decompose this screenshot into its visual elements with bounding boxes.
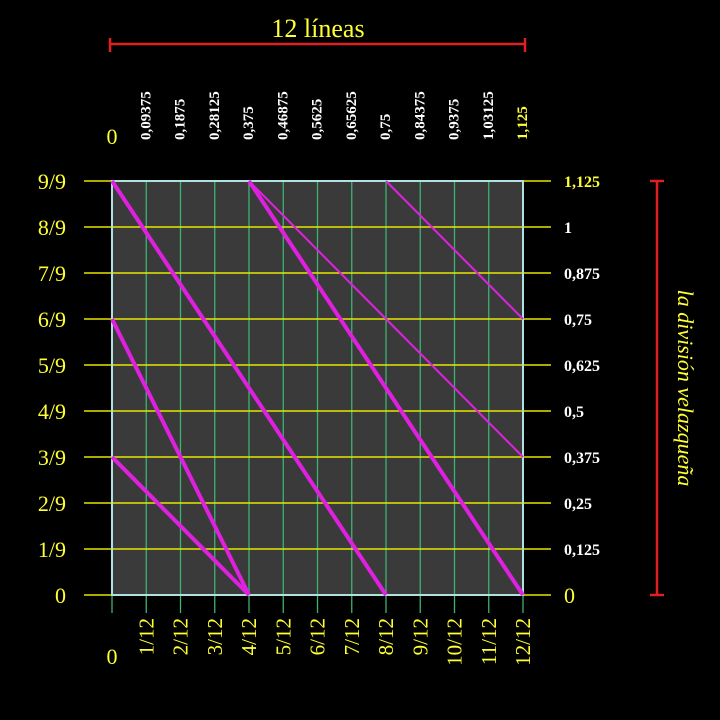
labels: 0 0,09375 0,1875 0,28125 0,375 0,46875 0,5625 0… xyxy=(38,91,600,669)
diagonal-lines xyxy=(110,179,525,597)
top-value-label: 0,75 xyxy=(378,114,394,140)
right-value-label: 0,25 xyxy=(564,496,592,513)
right-value-label: 0,5 xyxy=(564,404,584,421)
bottom-fraction-label: 10/12 xyxy=(443,618,467,666)
right-value-label: 0,875 xyxy=(564,266,600,283)
bottom-fraction-label: 7/12 xyxy=(340,618,364,655)
bottom-fraction-label: 2/12 xyxy=(169,618,193,655)
right-value-label: 0,625 xyxy=(564,358,600,375)
right-value-label: 1,125 xyxy=(564,174,600,191)
diagonal-line xyxy=(110,318,251,596)
top-value-label: 0,375 xyxy=(241,106,257,140)
top-value-label: 0,84375 xyxy=(412,91,428,140)
right-value-label: 0 xyxy=(564,583,575,608)
right-value-label: 1 xyxy=(564,220,572,237)
bottom-zero-label: 0 xyxy=(107,644,118,669)
top-value-label: 0,5625 xyxy=(310,99,326,140)
left-fraction-label: 9/9 xyxy=(38,169,66,194)
left-fraction-label: 8/9 xyxy=(38,215,66,240)
top-value-label: 0,46875 xyxy=(275,91,291,140)
bottom-fraction-label: 11/12 xyxy=(477,618,501,665)
bottom-fraction-label: 3/12 xyxy=(203,618,227,655)
diagonal-line xyxy=(385,180,524,320)
brackets xyxy=(108,38,664,597)
bottom-fraction-label: 8/12 xyxy=(374,618,398,655)
top-zero-label: 0 xyxy=(107,124,118,149)
bottom-fraction-label: 4/12 xyxy=(237,618,261,655)
top-value-label: 0,09375 xyxy=(138,91,154,140)
left-fraction-label: 7/9 xyxy=(38,261,66,286)
right-value-label: 0,375 xyxy=(564,450,600,467)
top-value-label: 0,65625 xyxy=(344,91,360,140)
left-fraction-label: 1/9 xyxy=(38,537,66,562)
right-value-label: 0,75 xyxy=(564,312,592,329)
bottom-fraction-label: 6/12 xyxy=(306,618,330,655)
bottom-fraction-label: 5/12 xyxy=(271,618,295,655)
top-value-label: 0,28125 xyxy=(207,91,223,140)
top-value-label: 0,1875 xyxy=(173,99,189,140)
diagonal-line xyxy=(110,179,388,597)
top-value-label: 1,125 xyxy=(515,106,531,140)
left-fraction-label: 0 xyxy=(55,583,66,608)
top-value-label: 1,03125 xyxy=(481,91,497,140)
plot-border xyxy=(111,180,524,596)
side-title: la división velazqueña xyxy=(673,290,698,487)
diagonal-line xyxy=(247,179,525,597)
bottom-fraction-label: 12/12 xyxy=(511,618,535,666)
diagonal-line xyxy=(248,180,524,458)
left-fraction-label: 6/9 xyxy=(38,307,66,332)
top-value-label: 0,9375 xyxy=(447,99,463,140)
left-fraction-label: 3/9 xyxy=(38,445,66,470)
top-title: 12 líneas xyxy=(271,14,364,43)
bottom-fraction-label: 9/12 xyxy=(408,618,432,655)
diagonal-line xyxy=(110,455,251,597)
left-fraction-label: 2/9 xyxy=(38,491,66,516)
left-fraction-label: 5/9 xyxy=(38,353,66,378)
right-value-label: 0,125 xyxy=(564,542,600,559)
bottom-fraction-label: 1/12 xyxy=(134,618,158,655)
left-fraction-label: 4/9 xyxy=(38,399,66,424)
